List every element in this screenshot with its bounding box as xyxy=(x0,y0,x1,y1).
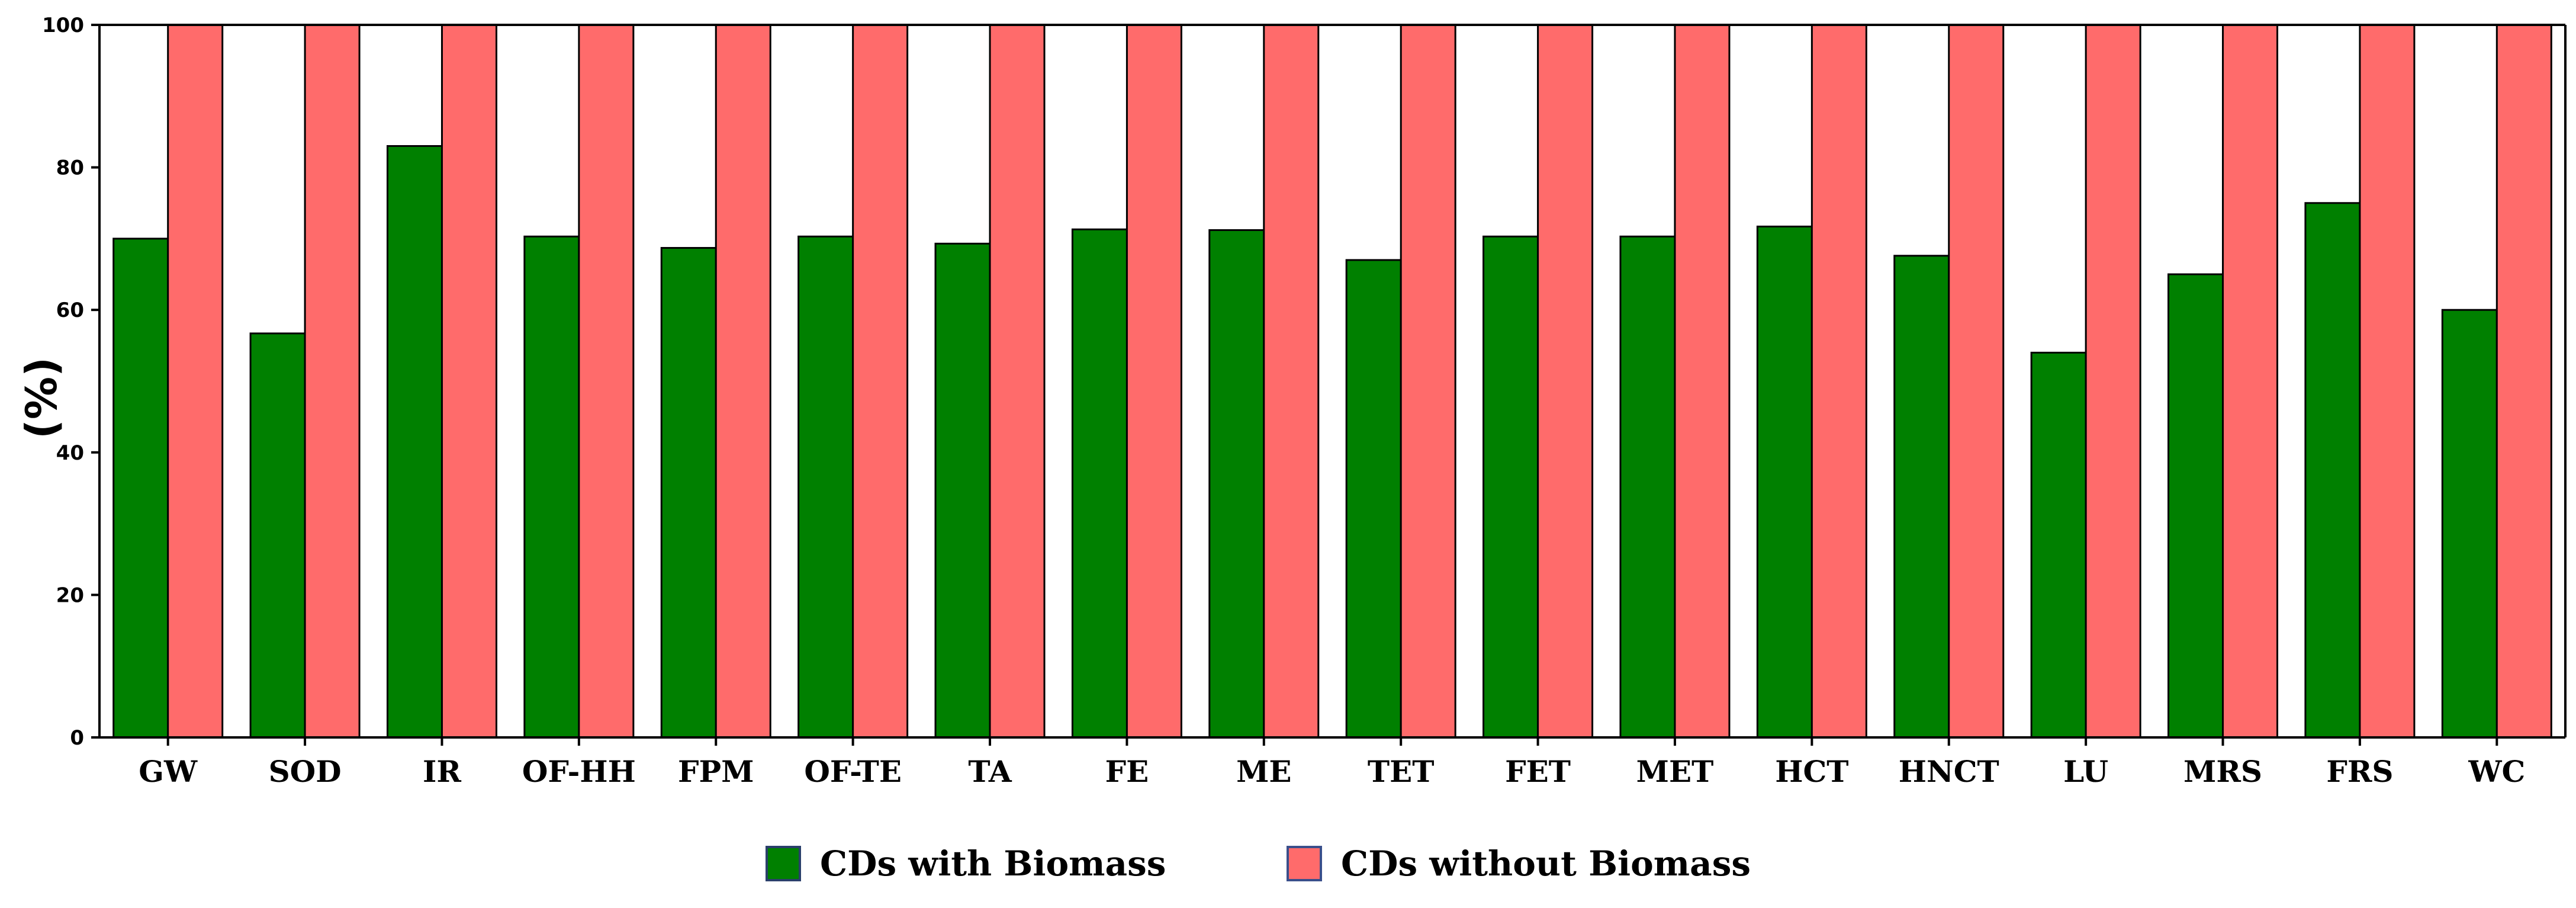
y-tick-label: 80 xyxy=(56,156,84,180)
x-tick-label-ir: IR xyxy=(423,754,461,789)
bar-with-biomass-gw xyxy=(112,238,169,739)
bar-with-biomass-met xyxy=(1619,235,1676,739)
x-tick-label-met: MET xyxy=(1636,754,1714,789)
bar-without-biomass-lu xyxy=(2085,24,2141,739)
x-tick-label-of-hh: OF-HH xyxy=(522,754,636,789)
legend-swatch xyxy=(766,846,801,881)
x-tick-label-fpm: FPM xyxy=(678,754,754,789)
x-tick-label-gw: GW xyxy=(139,754,198,789)
bar-with-biomass-mrs xyxy=(2167,273,2224,739)
legend-swatch xyxy=(1287,846,1322,881)
x-tick-label-hnct: HNCT xyxy=(1899,754,1999,789)
x-tick-label-fet: FET xyxy=(1505,754,1571,789)
bar-with-biomass-tet xyxy=(1345,259,1402,739)
bar-without-biomass-fet xyxy=(1537,24,1594,739)
legend-label: CDs with Biomass xyxy=(820,843,1166,884)
bar-with-biomass-of-hh xyxy=(523,235,580,739)
bar-without-biomass-frs xyxy=(2359,24,2416,739)
bar-with-biomass-ta xyxy=(934,242,991,739)
bar-with-biomass-fe xyxy=(1071,228,1128,739)
x-tick-label-mrs: MRS xyxy=(2183,754,2262,789)
x-tick-label-frs: FRS xyxy=(2326,754,2393,789)
bar-with-biomass-of-te xyxy=(797,235,854,739)
x-tick-label-fe: FE xyxy=(1105,754,1149,789)
bar-without-biomass-of-hh xyxy=(578,24,635,739)
bar-with-biomass-me xyxy=(1208,229,1265,739)
x-tick-label-wc: WC xyxy=(2468,754,2525,789)
bar-without-biomass-ir xyxy=(440,24,497,739)
bar-without-biomass-gw xyxy=(167,24,224,739)
bar-without-biomass-me xyxy=(1263,24,1320,739)
x-tick-label-of-te: OF-TE xyxy=(804,754,902,789)
y-axis-title: (%) xyxy=(17,357,66,439)
bar-with-biomass-lu xyxy=(2030,351,2087,739)
axes-layer xyxy=(98,24,2567,739)
x-tick-label-hct: HCT xyxy=(1775,754,1848,789)
legend-label: CDs without Biomass xyxy=(1341,843,1751,884)
x-tick-label-ta: TA xyxy=(968,754,1012,789)
legend: CDs with Biomass CDs without Biomass xyxy=(766,843,1751,884)
bar-with-biomass-ir xyxy=(386,145,443,739)
ticks-layer: 0 20 40 60 80 100 GW SOD IR OF-HH FPM OF-TE TA FE ME TE… xyxy=(42,14,2525,789)
bar-without-biomass-tet xyxy=(1400,24,1456,739)
bar-with-biomass-sod xyxy=(249,332,306,739)
x-tick-label-me: ME xyxy=(1236,754,1291,789)
bar-with-biomass-frs xyxy=(2304,202,2361,739)
bar-without-biomass-met xyxy=(1674,24,1731,739)
bar-with-biomass-hnct xyxy=(1893,255,1950,739)
x-tick-label-sod: SOD xyxy=(269,754,342,789)
bar-with-biomass-wc xyxy=(2441,309,2498,739)
y-tick-label: 20 xyxy=(56,583,84,607)
legend-item-without-biomass: CDs without Biomass xyxy=(1287,843,1751,884)
bars-layer xyxy=(112,24,2552,739)
y-tick-label: 60 xyxy=(56,299,84,322)
bar-without-biomass-fpm xyxy=(715,24,771,739)
x-tick-label-tet: TET xyxy=(1368,754,1435,789)
y-tick-label: 0 xyxy=(70,726,84,750)
bar-without-biomass-hnct xyxy=(1948,24,2005,739)
legend-item-with-biomass: CDs with Biomass xyxy=(766,843,1166,884)
bar-without-biomass-fe xyxy=(1125,24,1182,739)
x-tick-label-lu: LU xyxy=(2063,754,2108,789)
bar-without-biomass-hct xyxy=(1810,24,1867,739)
bar-without-biomass-wc xyxy=(2495,24,2552,739)
bar-with-biomass-fpm xyxy=(660,247,717,739)
bar-without-biomass-of-te xyxy=(852,24,909,739)
bar-without-biomass-sod xyxy=(304,24,361,739)
y-tick-label: 40 xyxy=(56,441,84,465)
y-tick-label: 100 xyxy=(42,14,84,37)
bar-with-biomass-hct xyxy=(1756,225,1813,739)
bar-without-biomass-mrs xyxy=(2222,24,2279,739)
bar-without-biomass-ta xyxy=(989,24,1046,739)
bar-with-biomass-fet xyxy=(1482,235,1539,739)
